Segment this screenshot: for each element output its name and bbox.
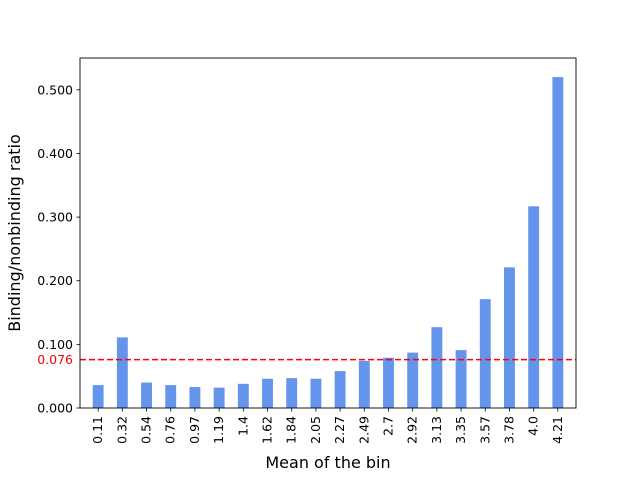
x-axis-label: Mean of the bin	[265, 453, 390, 472]
x-tick-label: 1.84	[284, 416, 299, 444]
x-axis: 0.11 0.32 0.54 0.76 0.97 1.19 1.4 1.62 1.84 2.05 2…	[90, 408, 565, 444]
plot-background	[80, 58, 576, 408]
bar-4.0	[528, 206, 540, 408]
x-tick-label: 1.62	[260, 416, 275, 444]
y-tick-label: 0.200	[37, 273, 73, 288]
x-tick-label: 3.13	[429, 416, 444, 444]
bar-1.62	[262, 378, 273, 408]
bar-2.05	[310, 378, 322, 408]
x-tick-label: 3.78	[501, 416, 516, 444]
bar-0.11	[92, 385, 104, 408]
bar-0.54	[141, 382, 152, 408]
x-tick-label: 2.49	[356, 416, 371, 444]
y-tick-label: 0.400	[37, 146, 73, 161]
y-tick-label: 0.100	[37, 337, 73, 352]
bar-1.84	[286, 378, 298, 408]
bar-3.57	[479, 299, 491, 408]
bar-0.97	[189, 387, 201, 408]
bar-2.27	[334, 371, 346, 408]
y-tick-label: 0.000	[37, 401, 73, 416]
x-tick-label: 0.76	[163, 416, 178, 444]
bar-1.19	[213, 387, 225, 408]
x-tick-label: 4.0	[526, 416, 541, 436]
y-axis: 0.000 0.100 0.200 0.300 0.400 0.500 0.076	[37, 82, 80, 416]
x-tick-label: 3.57	[477, 416, 492, 444]
x-tick-label: 2.27	[332, 416, 347, 444]
x-tick-label: 2.7	[380, 416, 395, 436]
x-tick-label: 4.21	[550, 416, 565, 444]
y-tick-label: 0.300	[37, 210, 73, 225]
y-axis-label: Binding/nonbinding ratio	[5, 134, 24, 332]
x-tick-label: 0.11	[90, 416, 105, 444]
x-tick-label: 2.92	[405, 416, 420, 444]
bars-group	[92, 77, 564, 408]
bar-2.49	[358, 360, 370, 408]
x-tick-label: 3.35	[453, 416, 468, 444]
x-tick-label: 2.05	[308, 416, 323, 444]
bar-0.32	[116, 337, 128, 408]
x-tick-label: 0.32	[114, 416, 129, 444]
x-tick-label: 1.19	[211, 416, 226, 444]
bar-0.76	[165, 385, 177, 408]
y-tick-label: 0.500	[37, 82, 73, 97]
bar-3.13	[431, 327, 443, 408]
bar-3.78	[504, 267, 515, 408]
x-tick-label: 1.4	[235, 416, 250, 436]
x-tick-label: 0.54	[139, 416, 154, 444]
reference-line-label: 0.076	[37, 352, 73, 367]
plot-frame	[79, 57, 577, 409]
bar-2.92	[407, 352, 419, 408]
bar-4.21	[552, 77, 564, 408]
bar-3.35	[455, 350, 467, 408]
bar-1.4	[237, 383, 249, 408]
x-tick-label: 0.97	[187, 416, 202, 444]
bar-2.7	[383, 357, 394, 408]
